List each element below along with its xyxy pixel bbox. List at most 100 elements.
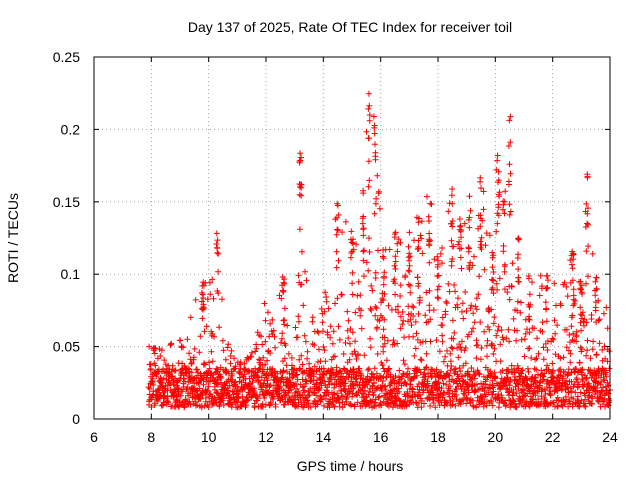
data-point xyxy=(190,354,197,361)
data-point xyxy=(573,366,580,372)
data-point xyxy=(456,238,463,245)
data-point xyxy=(281,305,288,312)
data-point xyxy=(505,178,512,185)
data-point xyxy=(317,396,324,402)
data-point xyxy=(391,276,398,283)
data-point xyxy=(315,329,322,336)
data-point xyxy=(484,337,491,344)
data-point xyxy=(518,299,524,306)
data-point xyxy=(526,403,533,410)
data-point xyxy=(197,333,204,340)
data-point xyxy=(152,362,159,369)
data-point xyxy=(584,220,591,227)
data-point xyxy=(372,303,379,310)
data-point xyxy=(510,389,517,396)
data-point xyxy=(316,346,322,353)
data-point xyxy=(168,340,175,347)
data-point xyxy=(367,344,374,351)
data-point xyxy=(322,358,329,365)
data-point xyxy=(540,373,547,380)
data-point xyxy=(466,262,472,269)
data-point xyxy=(426,259,433,266)
data-point xyxy=(480,206,487,213)
data-point xyxy=(563,283,570,290)
data-point xyxy=(411,352,418,359)
data-point xyxy=(365,267,372,274)
data-point xyxy=(477,238,484,245)
data-point xyxy=(603,304,610,311)
data-point xyxy=(371,365,378,372)
data-point xyxy=(353,355,360,362)
data-point xyxy=(577,319,584,326)
data-point xyxy=(473,355,480,362)
data-point xyxy=(461,220,468,227)
data-point xyxy=(477,356,484,363)
data-point xyxy=(583,352,590,359)
data-point xyxy=(210,295,217,302)
data-point xyxy=(348,402,355,409)
data-point xyxy=(373,325,380,332)
data-point xyxy=(442,308,449,315)
data-point xyxy=(280,289,287,295)
data-point xyxy=(455,354,462,361)
data-point xyxy=(205,383,212,390)
data-point xyxy=(462,345,469,351)
data-point xyxy=(232,363,239,370)
data-point xyxy=(199,282,206,289)
data-point xyxy=(202,395,209,401)
data-point xyxy=(161,357,168,364)
data-point xyxy=(260,354,267,361)
data-point xyxy=(533,366,540,373)
data-point xyxy=(489,249,496,256)
data-point xyxy=(507,376,514,383)
data-point xyxy=(518,367,525,374)
data-point xyxy=(490,269,497,275)
data-point xyxy=(407,282,414,289)
data-point xyxy=(283,362,290,369)
data-point xyxy=(493,228,500,235)
data-point xyxy=(466,193,473,200)
data-point xyxy=(380,348,387,355)
data-point xyxy=(235,394,242,401)
data-point xyxy=(349,248,356,255)
data-point xyxy=(448,344,455,351)
data-point xyxy=(319,319,326,326)
data-point xyxy=(395,385,402,392)
data-point xyxy=(544,272,551,279)
grid-lines xyxy=(94,57,610,419)
x-tick-label: 14 xyxy=(316,429,332,445)
data-point xyxy=(373,370,380,377)
data-point xyxy=(355,352,362,359)
data-point xyxy=(380,247,387,253)
data-point xyxy=(568,323,575,330)
data-point xyxy=(349,269,356,276)
data-point xyxy=(444,347,450,354)
data-point xyxy=(408,322,415,329)
data-point xyxy=(396,388,402,395)
data-point xyxy=(370,113,377,120)
data-point xyxy=(573,338,580,345)
data-point xyxy=(180,375,187,382)
data-point xyxy=(334,226,341,233)
data-point xyxy=(192,296,199,303)
data-point xyxy=(280,367,287,374)
data-point xyxy=(576,359,583,366)
data-point xyxy=(161,388,168,395)
data-point xyxy=(396,367,403,374)
data-point xyxy=(515,251,522,258)
data-point xyxy=(458,234,464,241)
data-point xyxy=(333,364,340,371)
data-point xyxy=(327,334,334,341)
data-point xyxy=(279,335,285,342)
data-point xyxy=(557,355,564,362)
data-point xyxy=(449,186,456,192)
data-point xyxy=(171,367,178,374)
data-point xyxy=(322,289,329,296)
data-point xyxy=(490,277,497,284)
data-point xyxy=(394,303,401,310)
data-point xyxy=(465,245,472,252)
data-point xyxy=(383,390,390,397)
data-point xyxy=(453,396,460,403)
data-point xyxy=(585,389,592,396)
data-point xyxy=(427,403,434,409)
